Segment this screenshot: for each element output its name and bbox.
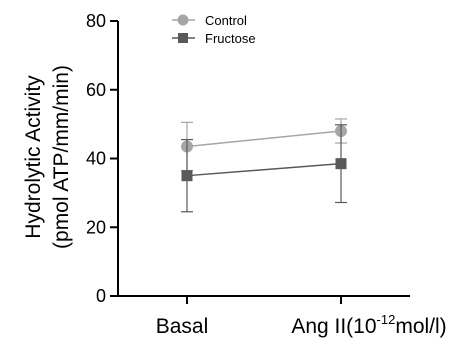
series-control <box>181 118 347 172</box>
series-fructose <box>181 124 347 213</box>
legend-control-marker <box>177 14 189 26</box>
category-label-angii-suffix: mol/l) <box>395 315 446 338</box>
category-label-angii-prefix: Ang II(10 <box>291 315 376 338</box>
y-tick-label-80: 80 <box>86 11 106 31</box>
y-axis-title: Hydrolytic Activity (pmol ATP/mm/min) <box>22 65 73 249</box>
data-point-fructose-0 <box>181 170 193 182</box>
y-tick-label-40: 40 <box>86 149 106 169</box>
legend-item-fructose: Fructose <box>172 31 256 46</box>
legend-control-label: Control <box>205 13 247 28</box>
category-label-angii-exponent: -12 <box>377 312 396 327</box>
y-tick-label-20: 20 <box>86 217 106 237</box>
legend-item-control: Control <box>172 13 247 28</box>
series-line-fructose <box>186 162 342 177</box>
y-tick-label-60: 60 <box>86 80 106 100</box>
data-point-fructose-1 <box>335 158 347 170</box>
y-axis-title-line1: Hydrolytic Activity <box>22 75 45 239</box>
plot-area <box>181 118 347 213</box>
legend: Control Fructose <box>172 13 256 46</box>
x-axis-ticks <box>186 296 342 304</box>
series-line-control <box>186 130 342 148</box>
y-tick-label-0: 0 <box>96 286 106 306</box>
category-label-angii: Ang II(10-12mol/l) <box>291 312 446 338</box>
legend-fructose-marker <box>178 33 188 43</box>
category-label-basal: Basal <box>156 315 209 338</box>
y-axis-ticks: 0 20 40 60 80 <box>86 11 118 306</box>
legend-fructose-label: Fructose <box>205 31 256 46</box>
y-axis-title-line2: (pmol ATP/mm/min) <box>50 65 73 249</box>
